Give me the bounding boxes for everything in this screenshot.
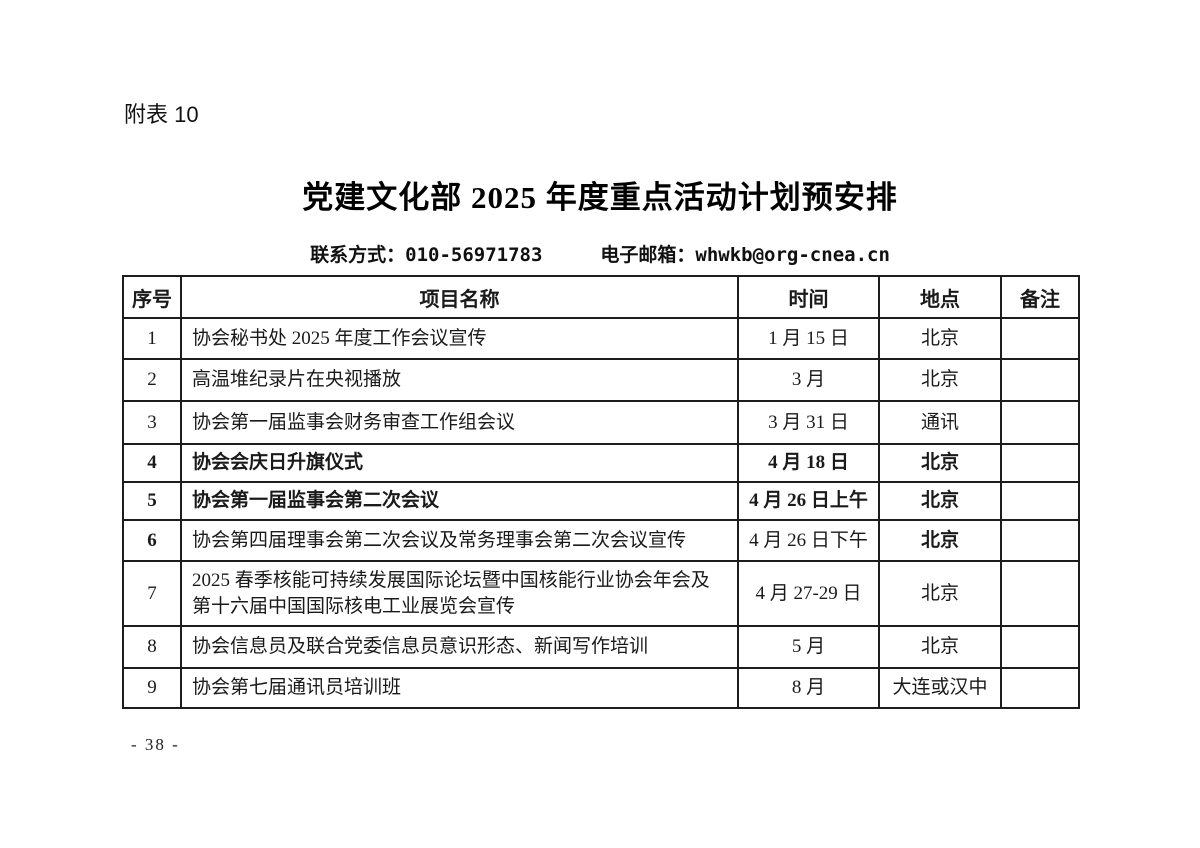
cell-no: 6	[122, 519, 182, 562]
column-header-4: 备注	[1000, 275, 1080, 319]
cell-no: 5	[122, 481, 182, 521]
cell-name: 协会信息员及联合党委信息员意识形态、新闻写作培训	[180, 625, 739, 669]
cell-name: 协会第四届理事会第二次会议及常务理事会第二次会议宣传	[180, 519, 739, 562]
cell-note	[1000, 358, 1080, 402]
cell-place: 通讯	[878, 400, 1002, 445]
email-value: whwkb@org-cnea.cn	[695, 244, 890, 266]
column-header-3: 地点	[878, 275, 1002, 319]
cell-place: 北京	[878, 560, 1002, 627]
table-row: 3 协会第一届监事会财务审查工作组会议 3 月 31 日通讯	[122, 400, 1080, 445]
table-row: 9 协会第七届通讯员培训班 8 月大连或汉中	[122, 667, 1080, 709]
cell-place: 北京	[878, 519, 1002, 562]
table-row: 6 协会第四届理事会第二次会议及常务理事会第二次会议宣传 4 月 26 日下午 北京	[122, 519, 1080, 562]
cell-no: 3	[122, 400, 182, 445]
cell-name: 高温堆纪录片在央视播放	[180, 358, 739, 402]
table-row: 4 协会会庆日升旗仪式 4 月 18 日北京	[122, 443, 1080, 483]
cell-note	[1000, 400, 1080, 445]
cell-time: 3 月	[737, 358, 880, 402]
cell-time: 4 月 27-29 日	[737, 560, 880, 627]
email-label: 电子邮箱：	[600, 245, 696, 266]
cell-place: 北京	[878, 481, 1002, 521]
cell-no: 7	[122, 560, 182, 627]
contact-label: 联系方式：	[310, 245, 406, 266]
cell-place: 北京	[878, 358, 1002, 402]
cell-note	[1000, 443, 1080, 483]
cell-time: 4 月 26 日上午	[737, 481, 880, 521]
cell-note	[1000, 667, 1080, 709]
cell-name: 协会第一届监事会第二次会议	[180, 481, 739, 521]
cell-place: 北京	[878, 443, 1002, 483]
table-row: 7 2025 春季核能可持续发展国际论坛暨中国核能行业协会年会及第十六届中国国际核…	[122, 560, 1080, 627]
table-row: 1 协会秘书处 2025 年度工作会议宣传 1 月 15 日北京	[122, 317, 1080, 360]
cell-name: 协会秘书处 2025 年度工作会议宣传	[180, 317, 739, 360]
cell-place: 北京	[878, 317, 1002, 360]
cell-note	[1000, 560, 1080, 627]
cell-time: 8 月	[737, 667, 880, 709]
cell-no: 1	[122, 317, 182, 360]
cell-no: 9	[122, 667, 182, 709]
contact-line: 联系方式：010-56971783 电子邮箱：whwkb@org-cnea.cn	[0, 240, 1200, 267]
cell-no: 8	[122, 625, 182, 669]
cell-name: 协会会庆日升旗仪式	[180, 443, 739, 483]
activities-table: 序号 项目名称 时间 地点 备注 1 协会秘书处 2025 年度工作会议宣传 1 月 15 …	[122, 275, 1080, 709]
cell-time: 3 月 31 日	[737, 400, 880, 445]
cell-name: 协会第七届通讯员培训班	[180, 667, 739, 709]
cell-no: 2	[122, 358, 182, 402]
table-row: 5 协会第一届监事会第二次会议 4 月 26 日上午 北京	[122, 481, 1080, 521]
cell-note	[1000, 317, 1080, 360]
cell-time: 5 月	[737, 625, 880, 669]
table-row: 8 协会信息员及联合党委信息员意识形态、新闻写作培训 5 月北京	[122, 625, 1080, 669]
cell-note	[1000, 519, 1080, 562]
cell-time: 1 月 15 日	[737, 317, 880, 360]
column-header-1: 项目名称	[180, 275, 739, 319]
table-row: 2 高温堆纪录片在央视播放 3 月北京	[122, 358, 1080, 402]
column-header-2: 时间	[737, 275, 880, 319]
appendix-label: 附表 10	[124, 102, 199, 127]
cell-name: 2025 春季核能可持续发展国际论坛暨中国核能行业协会年会及第十六届中国国际核电…	[180, 560, 739, 627]
cell-note	[1000, 481, 1080, 521]
table-body: 1 协会秘书处 2025 年度工作会议宣传 1 月 15 日北京 2 高温堆纪录片在央视…	[122, 317, 1080, 709]
column-header-0: 序号	[122, 275, 182, 319]
cell-name: 协会第一届监事会财务审查工作组会议	[180, 400, 739, 445]
page-title: 党建文化部 2025 年度重点活动计划预安排	[302, 180, 898, 215]
cell-place: 大连或汉中	[878, 667, 1002, 709]
cell-time: 4 月 18 日	[737, 443, 880, 483]
cell-place: 北京	[878, 625, 1002, 669]
cell-no: 4	[122, 443, 182, 483]
contact-phone: 010-56971783	[405, 244, 543, 266]
cell-note	[1000, 625, 1080, 669]
table-header-row: 序号 项目名称 时间 地点 备注	[122, 275, 1080, 319]
page-number: - 38 -	[131, 735, 180, 754]
cell-time: 4 月 26 日下午	[737, 519, 880, 562]
